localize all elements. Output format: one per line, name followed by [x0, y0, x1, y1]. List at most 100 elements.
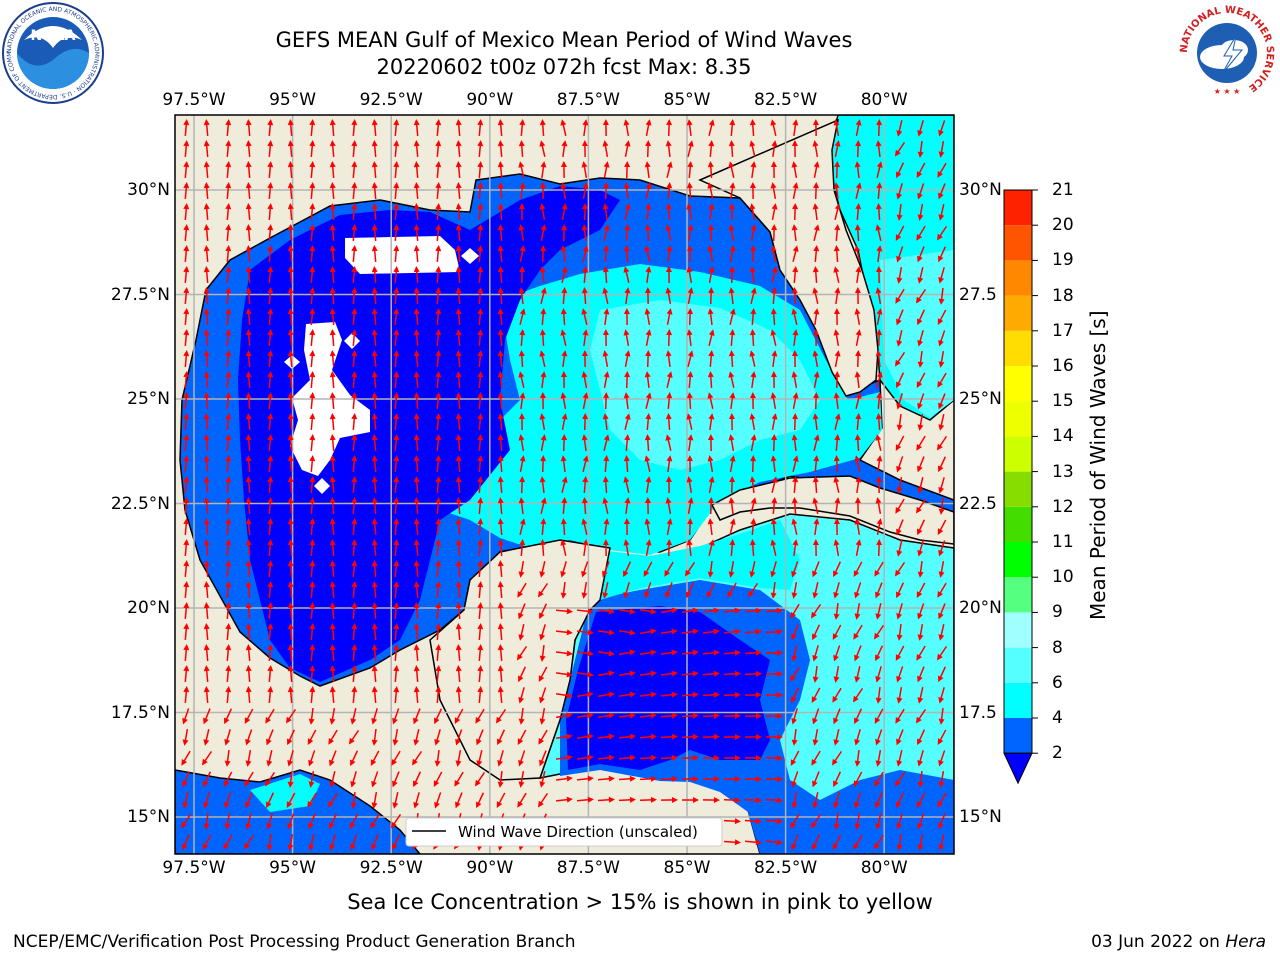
wind-arrow	[309, 308, 316, 326]
wind-arrow	[287, 371, 294, 389]
wind-arrow	[686, 539, 693, 557]
wind-arrow	[287, 623, 294, 641]
wind-arrow	[875, 287, 882, 305]
wind-arrow	[936, 435, 948, 451]
wind-arrow	[602, 497, 609, 514]
wind-arrow	[435, 140, 442, 158]
wind-arrow	[876, 392, 883, 410]
wind-arrow	[665, 140, 672, 158]
wind-arrow	[245, 813, 252, 830]
wind-arrow	[938, 350, 945, 368]
wind-arrow	[287, 602, 294, 620]
wind-arrow	[497, 539, 504, 557]
wind-arrow	[413, 560, 420, 578]
wind-arrow	[813, 392, 820, 410]
wind-arrow	[834, 371, 841, 389]
wind-arrow	[582, 476, 589, 494]
wind-arrow	[267, 497, 274, 515]
wind-arrow	[792, 119, 799, 137]
wind-arrow	[413, 350, 420, 368]
wind-arrow	[517, 729, 527, 745]
wind-arrow	[455, 224, 462, 242]
wind-arrow	[225, 413, 232, 431]
wind-arrow	[519, 329, 526, 347]
wind-arrow	[537, 582, 549, 598]
wind-arrow	[555, 712, 573, 719]
wind-arrow	[812, 708, 820, 725]
wind-arrow	[812, 413, 819, 431]
wind-arrow	[681, 670, 699, 677]
wind-arrow	[245, 792, 253, 809]
wind-arrow	[602, 266, 609, 284]
wind-arrow	[371, 182, 378, 200]
colorbar-bin	[1004, 647, 1032, 683]
wind-arrow	[706, 582, 716, 598]
wind-arrow	[413, 413, 420, 431]
wind-arrow	[708, 539, 715, 556]
wind-arrow	[183, 581, 190, 599]
wind-arrow	[518, 707, 525, 725]
wind-arrow	[183, 392, 190, 410]
wind-arrow	[371, 791, 378, 809]
wind-arrow	[895, 498, 905, 514]
colorbar-label: 15	[1052, 391, 1074, 412]
wind-arrow	[582, 455, 589, 472]
wind-arrow	[455, 792, 463, 809]
wind-arrow	[666, 245, 673, 263]
tick-label: 87.5°W	[556, 858, 620, 878]
wind-arrow	[771, 413, 778, 430]
wind-arrow	[455, 266, 462, 284]
wind-arrow	[917, 666, 925, 683]
wind-arrow	[812, 582, 819, 599]
wind-arrow	[602, 140, 609, 158]
wind-arrow	[555, 671, 573, 678]
wind-arrow	[393, 161, 400, 179]
wind-arrow	[792, 182, 799, 199]
wind-arrow	[896, 833, 903, 851]
wind-arrow	[455, 518, 462, 536]
wind-arrow	[665, 224, 672, 241]
wind-arrow	[351, 581, 358, 599]
wind-arrow	[765, 776, 783, 783]
wind-arrow	[623, 539, 630, 557]
tick-label: 20°N	[127, 598, 170, 618]
wind-arrow	[750, 287, 757, 304]
wind-arrow	[790, 813, 800, 829]
wind-arrow	[435, 665, 442, 683]
wind-arrow	[602, 119, 609, 137]
wind-arrow	[639, 608, 657, 615]
wind-arrow	[538, 729, 548, 745]
wind-arrow	[519, 308, 526, 325]
wind-arrow	[329, 245, 336, 263]
wind-arrow	[393, 392, 400, 410]
wind-arrow	[874, 708, 884, 724]
wind-arrow	[723, 797, 741, 804]
wind-arrow	[307, 729, 317, 745]
wind-arrow	[540, 455, 547, 473]
wind-arrow	[309, 434, 316, 452]
wind-arrow	[813, 371, 820, 388]
wind-arrow	[413, 371, 420, 389]
wind-arrow	[597, 754, 615, 761]
wind-arrow	[728, 140, 735, 158]
wind-arrow	[371, 266, 378, 284]
wind-arrow	[371, 581, 378, 599]
wind-arrow	[203, 497, 210, 515]
wind-arrow	[183, 287, 190, 305]
wind-arrow	[744, 755, 762, 762]
wind-arrow	[435, 350, 442, 368]
wind-arrow	[267, 308, 274, 326]
wind-arrow	[413, 266, 420, 284]
wind-arrow	[329, 771, 336, 788]
wind-arrow	[245, 665, 252, 683]
wind-arrow	[916, 162, 926, 178]
gulf-water-under-2s	[238, 186, 620, 682]
wind-arrow	[581, 140, 588, 158]
wind-arrow	[497, 686, 504, 704]
wind-arrow	[623, 455, 630, 473]
wind-arrow	[723, 712, 741, 719]
wind-arrow	[744, 797, 762, 804]
wind-arrow	[833, 329, 840, 347]
wind-arrow	[435, 686, 442, 704]
wind-arrow	[224, 812, 231, 830]
